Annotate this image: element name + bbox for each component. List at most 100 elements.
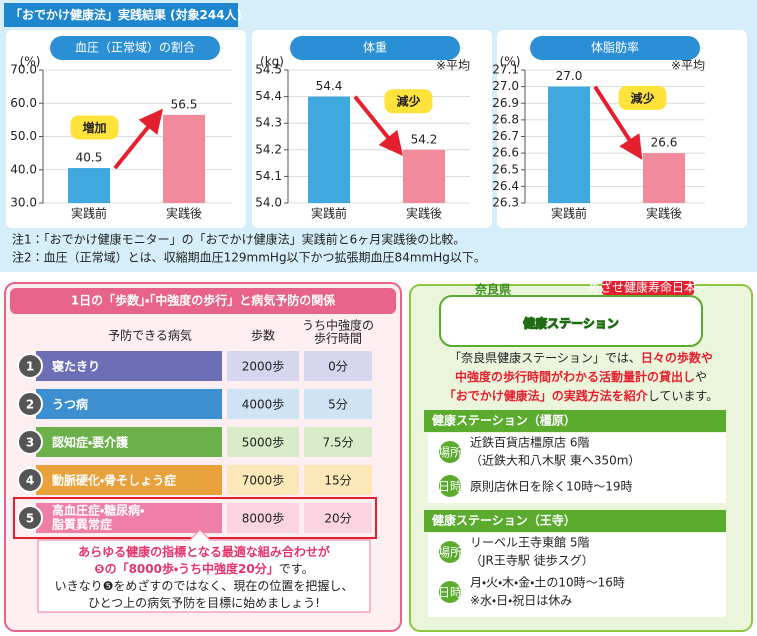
row-number-badge (17, 391, 43, 417)
station-name: 健康ステーション (522, 316, 619, 331)
y-tick-label: 50.0 (10, 129, 37, 143)
text-segment: 「おでかけ健康法」の実践方法を紹介 (444, 388, 649, 403)
row-number-badge (17, 505, 43, 531)
disease-bar (36, 351, 222, 381)
column-header: 予防できる病気 (108, 328, 192, 343)
text-segment: 中強度の歩行時間がわかる活動量計の貸出し (455, 369, 695, 384)
y-tick-label: 54.3 (255, 116, 282, 130)
station-logo (439, 295, 703, 347)
steps: 5000歩 (242, 435, 285, 450)
row-number: 3 (26, 436, 34, 450)
note: 注1：「おでかけ健康モニター」の「おでかけ健康法」実践前と6ヶ月実践後の比較。 (12, 232, 465, 247)
steps-cell (227, 351, 299, 381)
disease-bar (36, 389, 222, 419)
chart-title-pill (290, 36, 460, 60)
minutes-cell (304, 427, 372, 457)
row-number: 2 (26, 398, 34, 412)
badge (602, 281, 694, 295)
chart-title-pill (50, 36, 220, 60)
steps: 8000歩 (242, 511, 285, 526)
tag-badge (439, 475, 461, 497)
text-segment: 日々の歩数や (641, 350, 713, 365)
y-tick-label: 26.9 (492, 96, 519, 110)
minutes: 7.5分 (322, 436, 353, 450)
y-tick-label: 40.0 (10, 162, 37, 176)
header-title: 「おでかけ健康法」実践結果 (対象244人) (10, 7, 242, 22)
text-line: いきなり❺をめざすのではなく、現在の位置を把握し、 (55, 578, 354, 593)
text-line: あらゆる健康の指標となる最適な組み合わせが (78, 544, 330, 559)
x-tick-label: 実践後 (166, 207, 202, 221)
y-tick-label: 60.0 (10, 96, 37, 110)
value-label: 40.5 (76, 151, 103, 165)
y-tick-label: 26.3 (492, 196, 519, 210)
y-tick-label: 26.6 (492, 146, 519, 160)
tag: 場所 (438, 546, 462, 560)
text-segment: いきなり❺をめざすのではなく、現在の位置を把握し、 (55, 578, 354, 593)
annotation: 増加 (82, 120, 106, 135)
row-number: 1 (26, 360, 34, 374)
header-subtitle: (対象244人) (170, 7, 242, 22)
chart-note: ※平均 (436, 59, 470, 73)
steps-cell (227, 389, 299, 419)
y-tick-label: 27.1 (492, 63, 519, 77)
text-segment: あらゆる健康の指標となる最適な組み合わせが (78, 544, 330, 559)
disease: 高血圧症・糖尿病・ (52, 503, 144, 518)
steps: 7000歩 (242, 473, 285, 488)
header-title: 「おでかけ健康法」実践結果 (10, 7, 166, 22)
text-line: 「おでかけ健康法」の実践方法を紹介しています。 (444, 388, 718, 403)
steps-cell (227, 465, 299, 495)
disease: うつ病 (52, 397, 88, 412)
text-segment: ひとつ上の病気予防を目標に始めましょう! (88, 595, 320, 610)
row-number: 4 (26, 474, 34, 488)
text-line: ❺の「8000歩・うち中強度20分」です。 (94, 561, 313, 576)
disease-bar (36, 503, 222, 533)
trend-arrow (113, 108, 164, 170)
y-tick-label: 30.0 (10, 196, 37, 210)
value-label: 56.5 (171, 97, 198, 111)
steps: 2000歩 (242, 359, 285, 374)
location-box (428, 533, 726, 617)
minutes-cell (304, 465, 372, 495)
annotation: 減少 (396, 94, 420, 109)
header-band (4, 3, 238, 27)
tag: 日時 (438, 586, 462, 600)
chart-title: 体脂肪率 (591, 40, 639, 55)
location-header (424, 410, 726, 432)
chart-title-pill (530, 36, 700, 60)
trend-arrow (353, 95, 404, 157)
disease-bar (36, 465, 222, 495)
row-number-badge (17, 429, 43, 455)
y-tick-label: 26.4 (492, 179, 519, 193)
row-number-badge (17, 467, 43, 493)
text-line: 中強度の歩行時間がわかる活動量計の貸出しや (455, 369, 707, 384)
minutes-cell (304, 503, 372, 533)
value-label: 54.4 (316, 79, 343, 93)
location-header (424, 510, 726, 532)
unit-label: (%) (20, 55, 41, 69)
text-line: 「奈良県健康ステーション」では、日々の歩数や (449, 350, 713, 365)
tag-badge (439, 581, 461, 603)
bar (643, 153, 685, 203)
disease-bar (36, 427, 222, 457)
minutes: 20分 (324, 512, 351, 526)
bar (163, 114, 205, 203)
unit-label: (kg) (260, 55, 284, 69)
column-header: 歩行時間 (314, 331, 362, 346)
place: （JR王寺駅 徒歩スグ） (470, 553, 594, 568)
column-header: うち中強度の (302, 318, 374, 333)
y-tick-label: 26.8 (492, 112, 519, 126)
y-tick-label: 26.7 (492, 129, 519, 143)
note: 注2：血圧（正常域）とは、収縮期血圧129mmHg以下かつ拡張期血圧84mmHg… (12, 251, 486, 265)
bar (68, 168, 110, 203)
chart-title: 血圧（正常域）の割合 (75, 41, 195, 55)
annotation-box (384, 89, 433, 114)
row-number-badge (17, 353, 43, 379)
callout-box (37, 528, 371, 613)
station-badge: めざせ健康寿命日本一 (588, 280, 708, 295)
y-tick-label: 27.0 (492, 79, 519, 93)
annotation-box (618, 85, 667, 110)
bar (308, 96, 350, 203)
place: 近鉄百貨店橿原店 6階 (470, 435, 589, 450)
station-prefecture: 奈良県 (474, 282, 511, 297)
